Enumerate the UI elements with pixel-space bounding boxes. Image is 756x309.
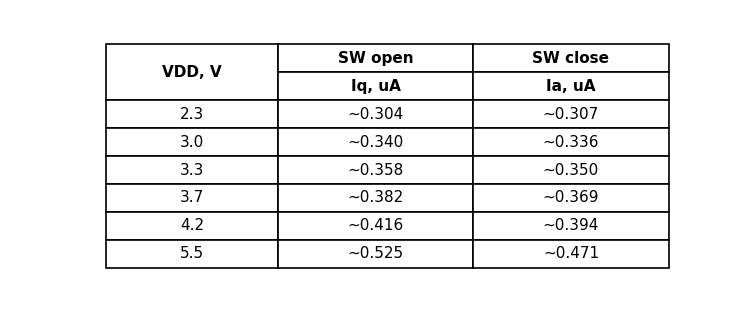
Text: 3.0: 3.0 [180, 134, 204, 150]
Bar [473, 72, 668, 100]
Bar [277, 212, 473, 240]
Text: 3.3: 3.3 [180, 163, 204, 178]
Text: 5.5: 5.5 [180, 246, 204, 261]
Bar [106, 212, 277, 240]
Text: ~0.382: ~0.382 [347, 190, 404, 205]
Bar [277, 44, 473, 72]
Bar [473, 128, 668, 156]
Text: ~0.394: ~0.394 [543, 218, 600, 233]
Text: ~0.416: ~0.416 [347, 218, 404, 233]
Bar [277, 100, 473, 128]
Bar [277, 128, 473, 156]
Text: VDD, V: VDD, V [163, 65, 222, 80]
Bar [106, 184, 277, 212]
Text: 4.2: 4.2 [180, 218, 204, 233]
Text: 3.7: 3.7 [180, 190, 204, 205]
Bar [106, 100, 277, 128]
Text: ~0.350: ~0.350 [543, 163, 599, 178]
Bar [106, 128, 277, 156]
Text: ~0.307: ~0.307 [543, 107, 599, 122]
Bar [106, 156, 277, 184]
Bar [106, 44, 277, 100]
Text: Iq, uA: Iq, uA [351, 79, 401, 94]
Bar [277, 184, 473, 212]
Text: ~0.340: ~0.340 [347, 134, 404, 150]
Text: 2.3: 2.3 [180, 107, 204, 122]
Text: ~0.525: ~0.525 [348, 246, 404, 261]
Bar [473, 44, 668, 72]
Text: SW open: SW open [338, 51, 414, 66]
Text: SW close: SW close [532, 51, 609, 66]
Text: ~0.336: ~0.336 [543, 134, 600, 150]
Bar [473, 240, 668, 268]
Bar [473, 156, 668, 184]
Text: ~0.471: ~0.471 [543, 246, 599, 261]
Bar [473, 184, 668, 212]
Bar [473, 212, 668, 240]
Bar [277, 156, 473, 184]
Text: ~0.304: ~0.304 [347, 107, 404, 122]
Text: Ia, uA: Ia, uA [546, 79, 596, 94]
Bar [277, 240, 473, 268]
Text: ~0.358: ~0.358 [347, 163, 404, 178]
Bar [106, 240, 277, 268]
Text: ~0.369: ~0.369 [543, 190, 600, 205]
Bar [473, 100, 668, 128]
Bar [277, 72, 473, 100]
